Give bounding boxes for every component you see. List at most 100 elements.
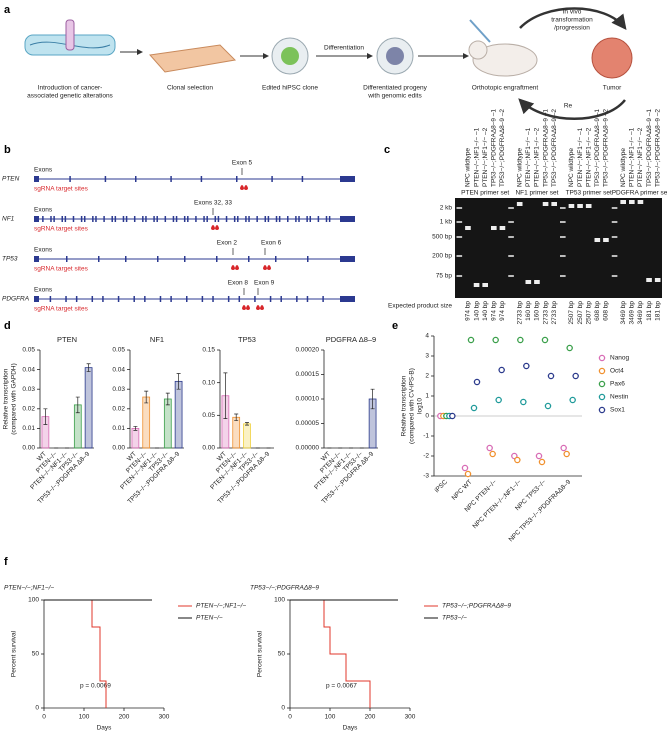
y-tick-label: 0.01 [112,425,125,432]
exon [325,216,328,222]
exon [145,216,147,222]
legend-marker [598,380,606,388]
product-size: 140 bp [482,301,489,321]
product-size: 160 bp [525,301,532,321]
y-tick-label: 0 [281,705,285,712]
y-tick-label: 0.00 [202,445,215,452]
x-tick-label: 300 [405,714,416,721]
exon [225,216,228,222]
step-label: Edited hiPSC clone [262,85,318,92]
exon [322,296,324,302]
lane-label: TP53−/−;PDGFRAΔ8–9 –2 [603,109,610,187]
bar [131,427,140,449]
panel-label: e [392,320,398,332]
legend-label: Nanog [610,355,630,362]
primer-set-label: NF1 primer set [515,190,558,197]
gel-band [473,283,480,287]
ladder-band [560,221,566,223]
error-bar [234,413,239,421]
lane-label: PTEN−/−;NF1−/− –2 [482,127,489,187]
y-tick-label: 50 [32,651,40,658]
primer-set-label: PDGFRA primer set [612,190,667,197]
chart-title: TP53 [238,335,256,344]
panel-label: c [384,144,390,156]
lane-label: TP53−/−;PDGFRAΔ8–9 –1 [491,109,498,187]
dot [464,470,472,478]
gel-band [654,278,661,282]
lane-label: PTEN−/−;NF1−/− –1 [525,127,532,187]
ladder-band [508,255,514,257]
dot [523,362,530,370]
exon [172,216,175,222]
exon [200,176,203,182]
error-bar [86,363,91,372]
product-size: 2733 bp [551,301,558,325]
schematic-art [24,7,633,120]
exon [201,296,204,302]
chart-title: PTEN−/−;NF1−/− [4,585,54,592]
sgrna-site [211,225,215,230]
exon [49,296,52,302]
product-size: 608 bp [594,301,601,321]
ladder-band [456,275,463,277]
step-label: Orthotopic engraftment [472,85,539,92]
exon [135,176,137,182]
exon [80,216,83,222]
sgrna-label: sgRNA target sites [34,226,89,233]
exon [280,296,282,302]
gene-name: TP53 [2,256,18,263]
exons-label: Exons [34,207,53,214]
y-axis-label: log10 [417,398,424,414]
product-size: 181 bp [646,301,653,321]
gel-band [482,283,488,287]
y-tick-label: 1 [425,393,429,400]
lane-label: PTEN−/−;NF1−/− –2 [585,127,592,187]
exon [111,216,113,222]
product-size: 608 bp [603,301,610,321]
x-tick-label: 200 [365,714,376,721]
dot [547,372,555,380]
dot [498,366,505,374]
ladder-band [508,236,514,238]
sgrna-site [235,265,239,270]
gel-band [542,202,549,206]
exon [157,256,159,262]
loop-label: transformation [551,17,593,24]
exon [64,216,67,222]
y-tick-label: -2 [423,453,429,460]
dot [566,344,573,352]
exon [102,296,104,302]
product-size: 2733 bp [542,301,549,325]
gene-name: NF1 [2,216,15,223]
product-size: 2507 bp [585,301,592,325]
y-axis-label: Relative transcription [3,368,10,429]
product-size: 2507 bp [577,301,584,325]
legend-marker [598,367,606,375]
product-size: 140 bp [473,301,480,321]
gel-band [594,238,601,242]
sgrna-label: sgRNA target sites [34,266,89,273]
ladder-band [611,207,618,209]
exon [306,296,309,302]
bar [243,423,251,449]
y-tick-label: 0.03 [22,386,35,393]
exon [103,216,105,222]
sgrna-site [244,185,248,190]
ladder-band [508,221,514,223]
lane-label: TP53−/−;PDGFRAΔ8–9 –1 [542,109,549,187]
exon-callout: Exon 5 [232,160,253,167]
exon [340,176,355,182]
exon [95,216,97,222]
product-size: 3469 bp [637,301,644,325]
exon [267,216,270,222]
exon [296,296,298,302]
exon [183,216,186,222]
exon [159,296,162,302]
dot [572,372,579,380]
dot [470,404,478,412]
exon [203,216,205,222]
ladder-label: 75 bp [436,273,453,280]
x-tick-label: NPC PTEN−/−;NF1−/− [472,479,524,531]
y-tick-label: -3 [423,473,429,480]
